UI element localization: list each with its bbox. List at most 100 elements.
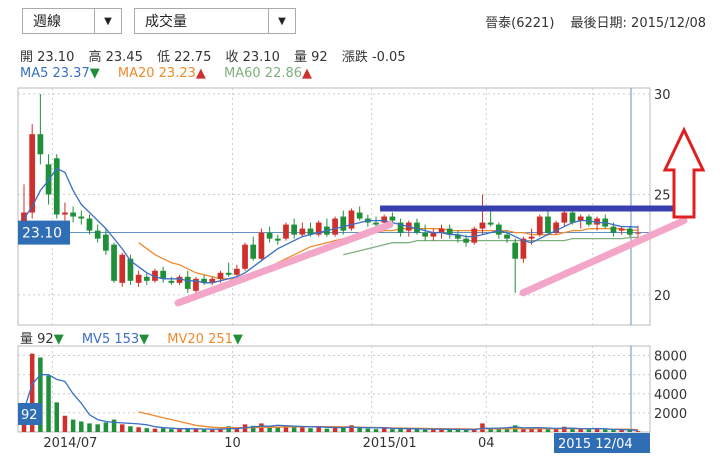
volume-bar bbox=[603, 429, 608, 432]
volume-bar bbox=[447, 429, 452, 432]
volume-bar bbox=[529, 428, 534, 432]
candle-body bbox=[471, 228, 478, 243]
candle-body bbox=[348, 210, 355, 229]
y-tick-label: 25 bbox=[654, 188, 671, 203]
y-tick-label: 30 bbox=[654, 88, 671, 103]
volume-bar bbox=[79, 421, 84, 432]
down-arrow-icon: ▼ bbox=[53, 332, 64, 347]
last-date: 最後日期: 2015/12/08 bbox=[570, 16, 706, 31]
volume-bar bbox=[308, 428, 313, 432]
indicator-select-value: 成交量 bbox=[145, 14, 187, 30]
volume-bar bbox=[578, 429, 583, 432]
candle-body bbox=[103, 234, 109, 251]
candle-body bbox=[381, 216, 388, 223]
volume-bar bbox=[480, 423, 485, 432]
chevron-down-icon[interactable]: ▼ bbox=[268, 9, 295, 33]
volume-bar bbox=[553, 429, 559, 432]
volume-bar bbox=[341, 427, 346, 432]
high-value: 高 23.45 bbox=[88, 50, 143, 65]
candle-body bbox=[127, 258, 134, 281]
candle-body bbox=[610, 226, 617, 233]
volume-bar bbox=[381, 428, 387, 432]
x-tick-label: 04 bbox=[478, 436, 495, 451]
down-arrow-icon: ▼ bbox=[89, 66, 100, 81]
volume-bar bbox=[373, 429, 379, 432]
volume-bar bbox=[210, 429, 215, 432]
volume-bar bbox=[54, 402, 59, 432]
mv5-legend: MV5 153▼ bbox=[82, 332, 149, 347]
volume-bar bbox=[144, 428, 150, 432]
candle-body bbox=[78, 216, 85, 219]
candle-body bbox=[512, 242, 519, 259]
candle-body bbox=[209, 278, 216, 283]
down-arrow-icon: ▼ bbox=[232, 332, 243, 347]
candle-body bbox=[463, 238, 469, 243]
volume-bar bbox=[46, 375, 51, 432]
candle-body bbox=[389, 216, 396, 221]
volume-bar bbox=[398, 428, 403, 432]
low-value: 低 22.75 bbox=[157, 50, 212, 65]
date-tag bbox=[554, 433, 650, 453]
candle-body bbox=[340, 216, 347, 231]
candle-body bbox=[29, 134, 36, 213]
volume-y-tick-label: 6000 bbox=[654, 369, 687, 384]
ma5-line bbox=[23, 167, 639, 284]
mv5-label: MV5 153 bbox=[81, 332, 140, 347]
candle-body bbox=[168, 280, 175, 283]
candle-body bbox=[495, 224, 502, 235]
ma5-label: MA5 23.37 bbox=[20, 66, 90, 81]
candle-body bbox=[569, 212, 576, 223]
candle-body bbox=[553, 222, 559, 233]
period-select[interactable]: 週線 ▼ bbox=[22, 8, 122, 34]
volume-bar bbox=[324, 428, 330, 432]
up-arrow-icon: ▲ bbox=[195, 66, 206, 81]
volume-bar bbox=[29, 353, 35, 432]
volume-bar bbox=[365, 428, 371, 432]
volume-bar bbox=[488, 428, 493, 432]
trend-line bbox=[519, 217, 688, 297]
volume-bar bbox=[283, 425, 289, 432]
current-price-tag-label: 23.10 bbox=[22, 226, 62, 242]
trend-line bbox=[174, 221, 394, 307]
candle-body bbox=[455, 234, 461, 239]
ma5-legend: MA5 23.37▼ bbox=[20, 66, 100, 81]
candle-body bbox=[356, 212, 363, 219]
vol-label: 量 92 bbox=[20, 332, 54, 347]
volume-bar bbox=[193, 429, 199, 432]
volume-bar bbox=[349, 425, 354, 432]
vol-legend: 量 92▼ bbox=[20, 332, 64, 347]
volume-bar bbox=[562, 426, 567, 432]
close-value: 收 23.10 bbox=[225, 50, 280, 65]
volume-bar bbox=[504, 428, 510, 432]
mv20-legend: MV20 251▼ bbox=[167, 332, 243, 347]
volume-bar bbox=[611, 430, 616, 432]
candle-body bbox=[37, 134, 44, 155]
candle-body bbox=[250, 244, 257, 259]
x-tick-label: 10 bbox=[224, 436, 241, 451]
x-tick-label: 2014/07 bbox=[43, 436, 97, 451]
candle-body bbox=[233, 268, 240, 275]
change-value: 漲跌 -0.05 bbox=[341, 50, 406, 65]
candle-body bbox=[274, 238, 281, 241]
volume-bar bbox=[62, 415, 68, 432]
volume-bar bbox=[570, 428, 575, 432]
volume-bar bbox=[185, 428, 190, 432]
candle-body bbox=[446, 228, 453, 235]
volume-bar bbox=[95, 424, 100, 432]
candle-body bbox=[291, 224, 298, 235]
volume-bar bbox=[357, 427, 362, 432]
ma60-legend: MA60 22.86▲ bbox=[224, 66, 312, 81]
volume-bar bbox=[169, 429, 174, 432]
volume-y-tick-label: 2000 bbox=[654, 407, 687, 422]
indicator-select[interactable]: 成交量 ▼ bbox=[134, 8, 296, 34]
candle-body bbox=[504, 234, 510, 239]
chevron-down-icon[interactable]: ▼ bbox=[94, 9, 121, 33]
volume-bar bbox=[439, 429, 444, 432]
candle-body bbox=[176, 276, 183, 283]
volume-bar bbox=[291, 427, 297, 432]
volume-bar bbox=[218, 429, 223, 432]
candle-body bbox=[307, 228, 314, 235]
current-price-tag bbox=[18, 220, 70, 245]
volume-bar bbox=[545, 429, 551, 432]
